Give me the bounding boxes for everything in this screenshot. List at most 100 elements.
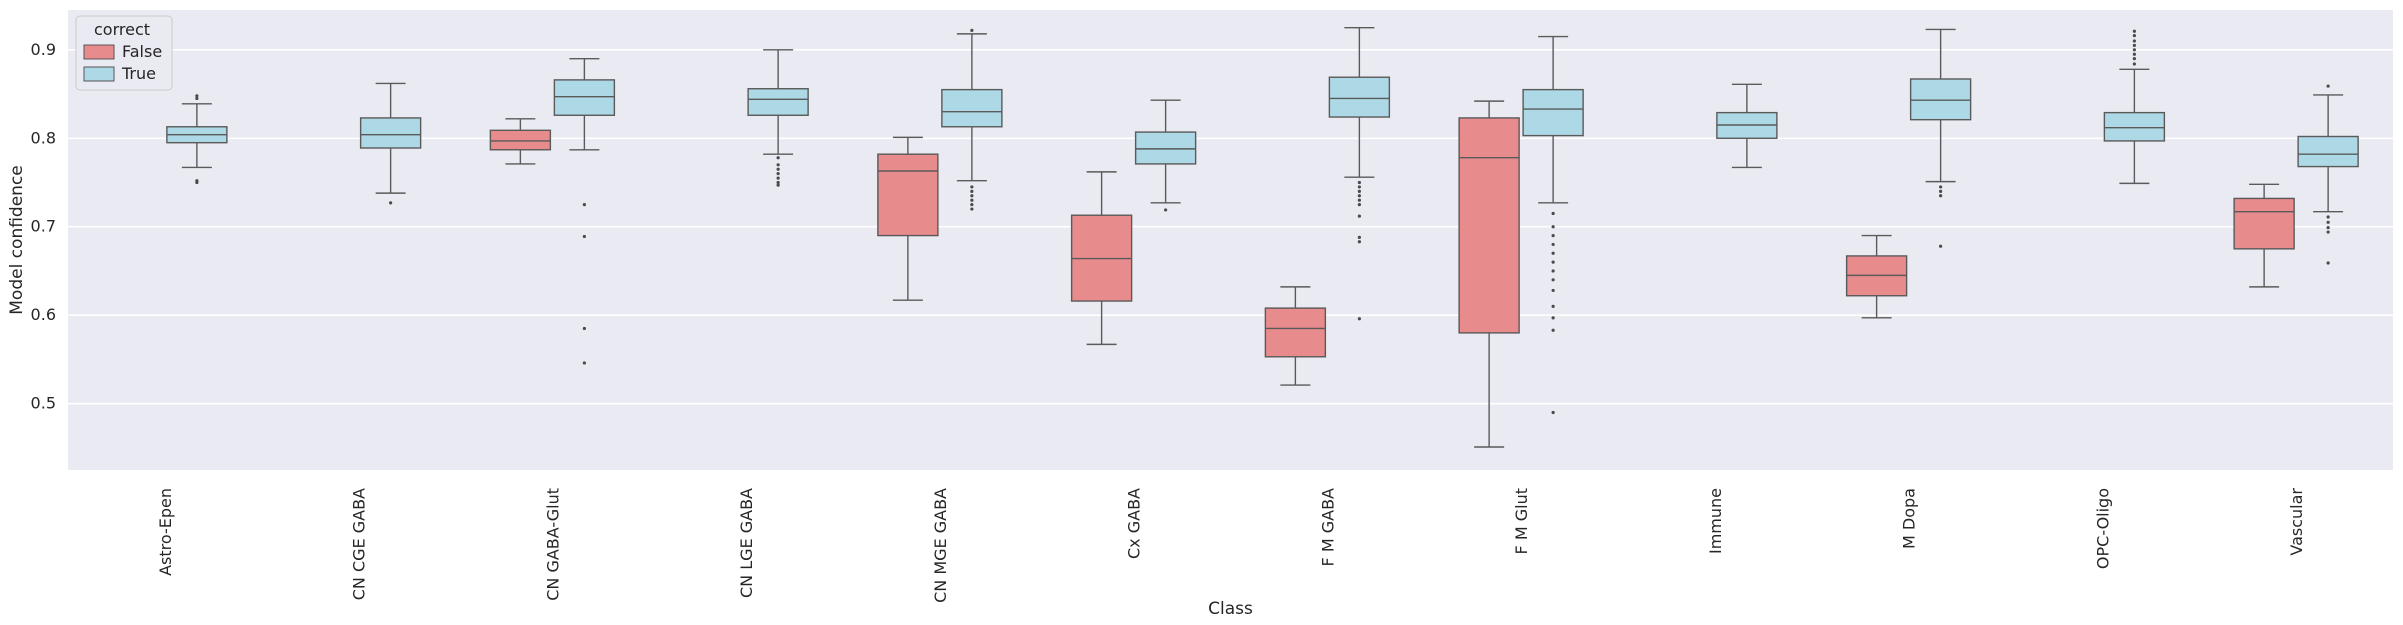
- outlier-point: [1551, 233, 1555, 238]
- outlier-point: [1357, 240, 1361, 244]
- outlier-point: [582, 234, 586, 239]
- outlier-point: [1357, 317, 1361, 321]
- x-tick-label: OPC-Oligo: [2093, 488, 2112, 569]
- box-false-cn-gaba-glut: [489, 118, 552, 165]
- y-tick-label: 0.8: [31, 128, 56, 147]
- legend-label-false: False: [122, 42, 162, 61]
- outlier-point: [2132, 39, 2136, 43]
- x-tick-label: F M Glut: [1512, 488, 1531, 554]
- box-false-f-m-gaba: [1264, 286, 1327, 386]
- y-tick-label: 0.5: [31, 394, 56, 413]
- outlier-point: [1551, 269, 1555, 273]
- outlier-point: [195, 94, 199, 98]
- outlier-point: [1551, 260, 1555, 264]
- outlier-point: [1939, 244, 1943, 248]
- box-false-vascular: [2233, 183, 2295, 288]
- box-true-astro-epen: [166, 94, 228, 185]
- outlier-point: [582, 203, 586, 207]
- outlier-point: [970, 185, 974, 189]
- box-true-vascular: [2297, 84, 2359, 265]
- outlier-point: [2326, 226, 2330, 230]
- outlier-point: [2132, 48, 2136, 52]
- outlier-point: [582, 326, 586, 331]
- outlier-point: [1551, 316, 1555, 320]
- x-tick-label: Cx GABA: [1125, 488, 1144, 559]
- outlier-point: [1551, 211, 1555, 216]
- iqr-box: [1909, 78, 1972, 121]
- outlier-point: [1551, 251, 1555, 255]
- outlier-point: [195, 180, 199, 185]
- outlier-point: [776, 172, 780, 176]
- outlier-point: [776, 156, 780, 160]
- outlier-point: [776, 163, 780, 167]
- x-tick-label: CN GABA-Glut: [543, 488, 562, 601]
- iqr-box: [1522, 88, 1584, 137]
- legend-swatch-true: [83, 66, 115, 82]
- outlier-point: [776, 183, 780, 187]
- iqr-box: [877, 153, 939, 237]
- box-true-immune: [1716, 83, 1778, 169]
- box-true-opc-oligo: [2103, 29, 2166, 185]
- iqr-box: [1134, 131, 1197, 165]
- box-true-m-dopa: [1909, 28, 1972, 248]
- x-axis-title: Class: [1208, 599, 1253, 619]
- iqr-box: [1264, 307, 1327, 358]
- x-tick-label: M Dopa: [1900, 488, 1919, 549]
- y-tick-label: 0.7: [31, 217, 56, 236]
- box-true-cx-gaba: [1134, 99, 1197, 212]
- box-false-m-dopa: [1845, 234, 1908, 319]
- box-layer: [166, 26, 2359, 448]
- outlier-point: [970, 189, 974, 193]
- x-tick-label: F M GABA: [1318, 488, 1337, 567]
- iqr-box: [1458, 117, 1520, 334]
- outlier-point: [1551, 328, 1555, 332]
- outlier-point: [2326, 261, 2330, 265]
- outlier-point: [2132, 57, 2136, 61]
- x-tick-labels: Astro-Epen CN CGE GABA CN GABA-Glut CN LGE …: [156, 488, 2306, 603]
- box-false-cn-mge-gaba: [877, 136, 939, 301]
- outlier-point: [1357, 214, 1361, 218]
- outlier-point: [776, 167, 780, 171]
- iqr-box: [489, 129, 552, 151]
- outlier-point: [1164, 208, 1168, 212]
- outlier-point: [970, 28, 974, 32]
- outlier-point: [1939, 185, 1943, 189]
- outlier-point: [1551, 225, 1555, 229]
- box-true-cn-mge-gaba: [941, 28, 1003, 211]
- x-tick-label: Astro-Epen: [156, 488, 175, 576]
- outlier-point: [2326, 220, 2330, 224]
- outlier-point: [1939, 194, 1943, 198]
- outlier-point: [970, 203, 974, 207]
- outlier-point: [2132, 43, 2136, 47]
- legend-label-true: True: [121, 64, 156, 83]
- outlier-point: [1551, 410, 1555, 415]
- plot-background: [68, 10, 2393, 470]
- box-true-cn-gaba-glut: [553, 57, 616, 365]
- outlier-point: [1357, 235, 1361, 239]
- legend-swatch-false: [83, 44, 115, 60]
- outlier-point: [1357, 180, 1361, 185]
- outlier-point: [1357, 194, 1361, 198]
- outlier-point: [1551, 242, 1555, 247]
- outlier-point: [195, 96, 199, 101]
- x-tick-label: CN CGE GABA: [350, 488, 369, 600]
- outlier-point: [776, 180, 780, 185]
- box-true-f-m-gaba: [1328, 26, 1391, 321]
- legend-title: correct: [94, 20, 150, 39]
- outlier-point: [1551, 304, 1555, 308]
- x-tick-label: CN LGE GABA: [737, 488, 756, 598]
- outlier-point: [1357, 189, 1361, 193]
- y-axis-title: Model confidence: [7, 165, 27, 315]
- outlier-point: [582, 361, 586, 365]
- box-true-cn-cge-gaba: [359, 82, 422, 205]
- iqr-box: [2233, 197, 2295, 250]
- outlier-point: [2132, 34, 2136, 38]
- x-tick-label: CN MGE GABA: [931, 488, 950, 603]
- grid-lines: [68, 49, 2393, 405]
- outlier-point: [776, 176, 780, 180]
- outlier-point: [1551, 288, 1555, 293]
- iqr-box: [747, 88, 809, 116]
- outlier-point: [1551, 278, 1555, 282]
- outlier-point: [2132, 52, 2136, 56]
- y-tick-label: 0.6: [31, 305, 56, 324]
